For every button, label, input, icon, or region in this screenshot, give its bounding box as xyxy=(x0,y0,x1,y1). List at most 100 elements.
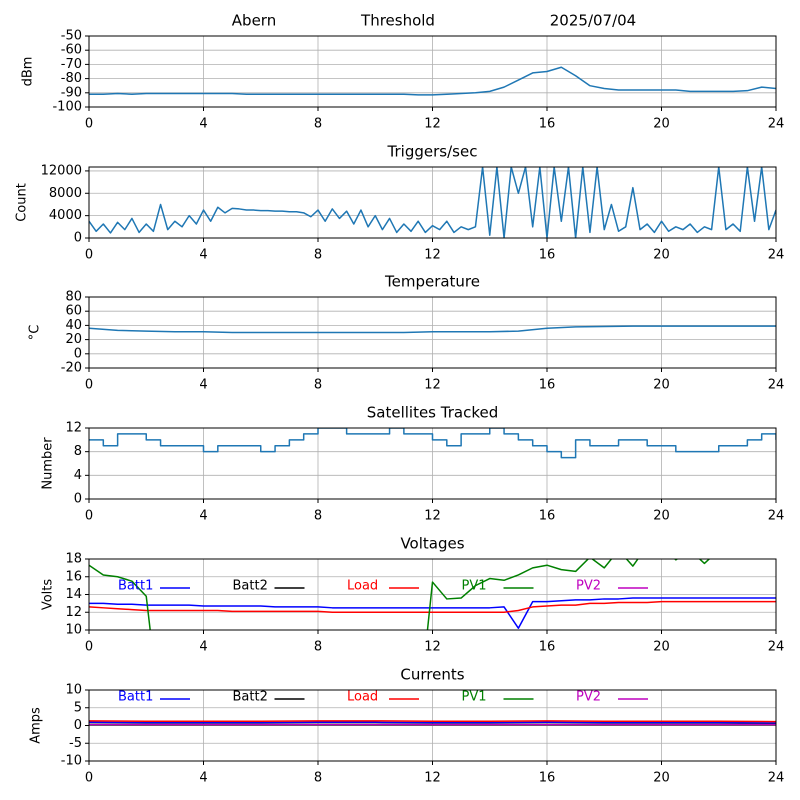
axes-frame xyxy=(88,166,777,239)
y-axis-label: Amps xyxy=(29,707,44,744)
x-tick-label: 20 xyxy=(653,509,670,524)
x-tick-label: 20 xyxy=(653,378,670,393)
y-tick-label: -80 xyxy=(61,71,82,86)
y-tick-label: -10 xyxy=(61,754,82,769)
y-tick-label: 20 xyxy=(65,332,82,347)
legend-label: Batt2 xyxy=(233,579,268,594)
y-axis-label: Volts xyxy=(41,579,56,611)
chart-title: Satellites Tracked xyxy=(367,404,498,422)
x-tick-label: 20 xyxy=(653,117,670,132)
x-tick-label: 0 xyxy=(85,640,93,655)
chart-title: 2025/07/04 xyxy=(550,12,636,30)
y-tick-label: 12 xyxy=(65,421,82,436)
x-tick-label: 20 xyxy=(653,771,670,786)
x-tick-label: 4 xyxy=(199,378,207,393)
y-tick-label: 60 xyxy=(65,304,82,319)
legend-label: Load xyxy=(347,690,378,705)
y-tick-label: 16 xyxy=(65,569,82,584)
y-axis-label: Count xyxy=(15,183,30,222)
y-axis-label: dBm xyxy=(21,57,36,87)
series-line xyxy=(89,66,776,96)
y-tick-label: 12000 xyxy=(41,163,82,178)
plot-area xyxy=(89,559,776,630)
y-tick-label: -90 xyxy=(61,85,82,100)
series-line xyxy=(89,167,776,238)
legend-label: PV2 xyxy=(576,579,601,594)
x-tick-label: 8 xyxy=(314,248,322,263)
y-tick-label: 8 xyxy=(74,444,82,459)
y-tick-label: -50 xyxy=(61,29,82,44)
x-tick-label: 24 xyxy=(768,117,785,132)
y-tick-label: 40 xyxy=(65,318,82,333)
y-axis-label: Number xyxy=(41,437,56,490)
plot-area xyxy=(89,167,776,238)
y-tick-label: -100 xyxy=(52,100,82,115)
chart-title: Threshold xyxy=(360,12,435,30)
x-tick-label: 4 xyxy=(199,117,207,132)
axes-frame xyxy=(88,35,777,108)
series-line xyxy=(89,597,776,629)
x-tick-label: 24 xyxy=(768,771,785,786)
y-tick-label: 14 xyxy=(65,587,82,602)
series-line xyxy=(89,559,711,630)
chart-title: Abern xyxy=(232,12,276,30)
y-tick-label: 5 xyxy=(74,700,82,715)
x-tick-label: 20 xyxy=(653,640,670,655)
x-tick-label: 8 xyxy=(314,509,322,524)
series-line xyxy=(89,720,776,723)
plot-area xyxy=(89,325,776,334)
y-tick-label: 0 xyxy=(74,718,82,733)
y-tick-label: 0 xyxy=(74,346,82,361)
x-tick-label: 8 xyxy=(314,771,322,786)
series-line xyxy=(89,721,776,724)
plot-area xyxy=(89,720,776,726)
x-tick-label: 12 xyxy=(424,117,441,132)
x-tick-label: 0 xyxy=(85,509,93,524)
x-tick-label: 8 xyxy=(314,117,322,132)
x-tick-label: 8 xyxy=(314,640,322,655)
axes-frame xyxy=(88,296,777,369)
x-tick-label: 4 xyxy=(199,248,207,263)
x-tick-label: 0 xyxy=(85,117,93,132)
legend-label: PV1 xyxy=(462,690,487,705)
x-tick-label: 12 xyxy=(424,378,441,393)
chart-title: Voltages xyxy=(400,535,464,553)
y-tick-label: -60 xyxy=(61,43,82,58)
y-axis-label: °C xyxy=(28,325,43,341)
chart-title: Triggers/sec xyxy=(387,143,478,161)
x-tick-label: 0 xyxy=(85,771,93,786)
axes-frame xyxy=(88,427,777,500)
x-tick-label: 24 xyxy=(768,509,785,524)
x-tick-label: 12 xyxy=(424,771,441,786)
legend-label: Batt1 xyxy=(118,690,153,705)
legend-label: Load xyxy=(347,579,378,594)
x-tick-label: 4 xyxy=(199,771,207,786)
x-tick-label: 8 xyxy=(314,378,322,393)
x-tick-label: 16 xyxy=(539,117,556,132)
legend-label: Batt1 xyxy=(118,579,153,594)
series-line xyxy=(89,600,776,613)
y-tick-label: 4000 xyxy=(49,208,82,223)
y-tick-label: 18 xyxy=(65,552,82,567)
x-tick-label: 16 xyxy=(539,640,556,655)
x-tick-label: 0 xyxy=(85,378,93,393)
plot-area xyxy=(89,428,776,459)
y-tick-label: -5 xyxy=(69,736,82,751)
x-tick-label: 16 xyxy=(539,378,556,393)
x-tick-label: 24 xyxy=(768,248,785,263)
y-tick-label: 0 xyxy=(74,492,82,507)
legend-label: Batt2 xyxy=(233,690,268,705)
x-tick-label: 4 xyxy=(199,640,207,655)
y-tick-label: -70 xyxy=(61,57,82,72)
x-tick-label: 12 xyxy=(424,248,441,263)
y-tick-label: 80 xyxy=(65,290,82,305)
x-tick-label: 24 xyxy=(768,640,785,655)
y-tick-label: 8000 xyxy=(49,186,82,201)
series-line xyxy=(89,325,776,334)
legend-label: PV1 xyxy=(462,579,487,594)
chart-title: Currents xyxy=(400,666,464,684)
y-tick-label: 10 xyxy=(65,623,82,638)
legend-label: PV2 xyxy=(576,690,601,705)
axes-frame xyxy=(88,558,777,631)
y-tick-label: -20 xyxy=(61,361,82,376)
